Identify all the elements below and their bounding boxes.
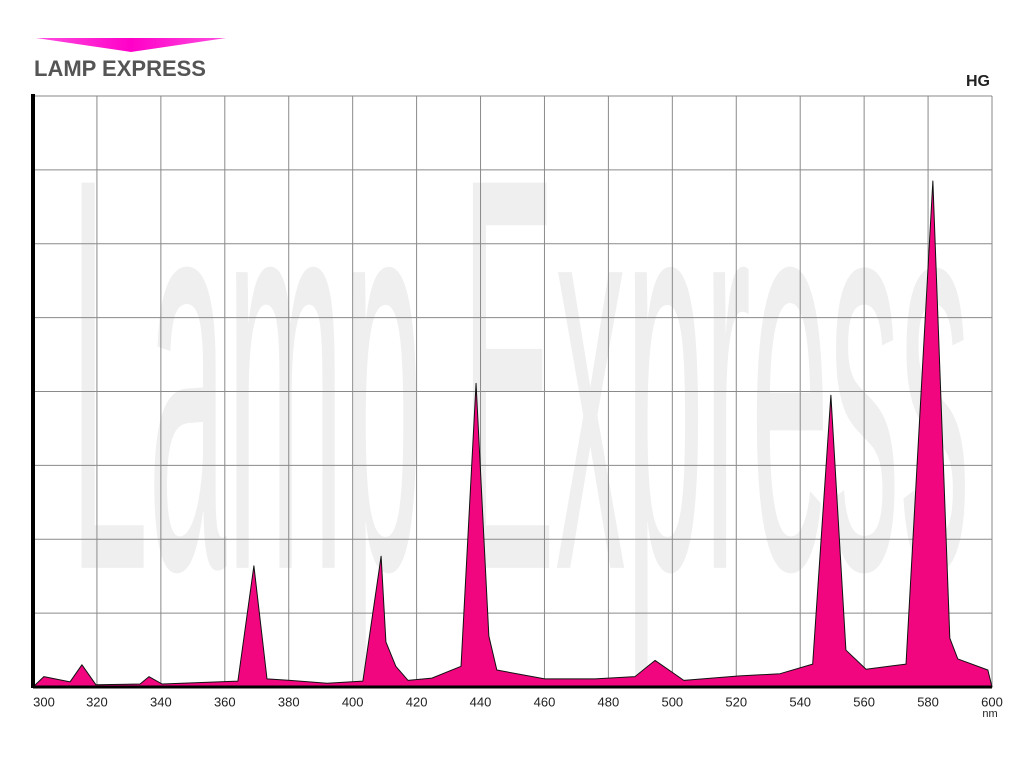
- x-tick-label: 520: [725, 694, 747, 709]
- x-unit: nm: [982, 708, 997, 720]
- x-tick-label: 580: [917, 694, 939, 709]
- x-tick-label: 600: [981, 694, 1003, 709]
- decoration: [36, 38, 226, 52]
- x-tick-label: 560: [853, 694, 875, 709]
- x-tick-label: 400: [342, 694, 364, 709]
- chart-title: LAMP EXPRESS: [34, 56, 206, 81]
- x-tick-label: 380: [278, 694, 300, 709]
- spectrum-area: [32, 180, 993, 688]
- x-tick-label: 480: [598, 694, 620, 709]
- series-label: HG: [966, 73, 990, 90]
- x-tick-label: 500: [661, 694, 683, 709]
- x-tick-label: 300: [33, 694, 55, 709]
- x-tick-label: 320: [86, 694, 108, 709]
- x-tick-label: 340: [150, 694, 172, 709]
- x-tick-label: 540: [789, 694, 811, 709]
- x-tick-label: 460: [534, 694, 556, 709]
- x-tick-label: 440: [470, 694, 492, 709]
- x-tick-label: 360: [214, 694, 236, 709]
- plot-area: Lamp Express3003203403603804004204404604…: [31, 61, 1003, 720]
- x-tick-label: 420: [406, 694, 428, 709]
